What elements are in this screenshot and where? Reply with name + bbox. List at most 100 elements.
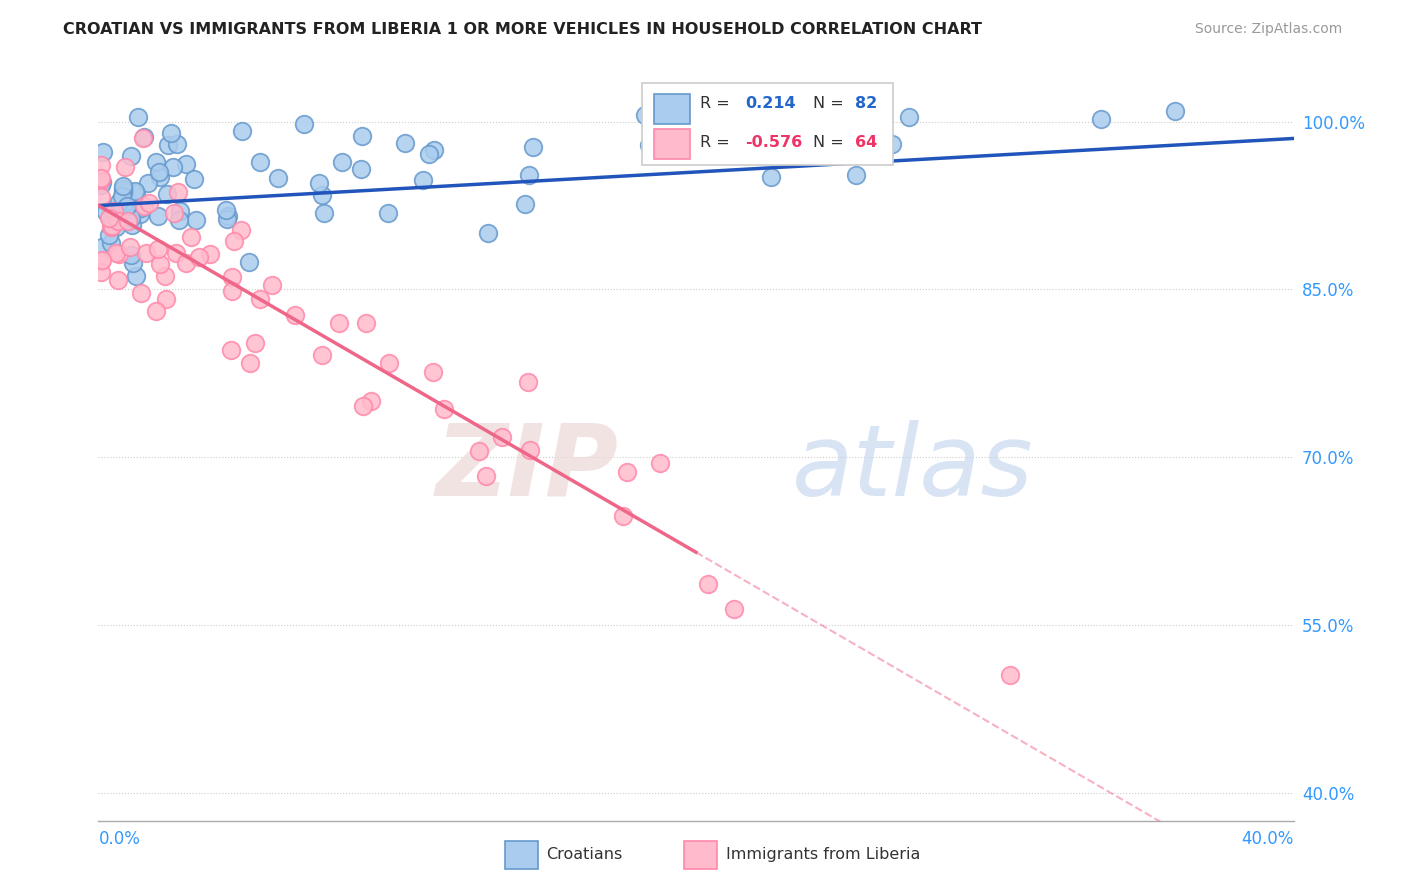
Point [138,196,160,211]
Point [90,254,112,268]
Point [1164,103,1187,118]
Point [107,273,129,287]
Point [350,129,373,144]
Point [229,223,252,237]
Point [91,175,114,189]
Point [217,209,239,223]
Point [162,160,184,174]
Point [156,138,179,153]
Point [284,308,307,322]
Point [522,139,544,153]
Point [111,182,134,196]
Point [792,137,814,152]
Text: 0.214: 0.214 [745,96,796,112]
Point [221,284,243,298]
Point [519,442,541,457]
Point [136,176,159,190]
Point [120,211,142,225]
FancyBboxPatch shape [654,94,690,124]
Point [517,375,540,389]
Point [100,219,122,234]
FancyBboxPatch shape [643,83,893,165]
Point [91,253,114,268]
Point [112,184,135,198]
Point [174,157,197,171]
Point [243,335,266,350]
Point [239,356,262,370]
Point [121,218,143,232]
Point [360,393,382,408]
Point [612,508,634,523]
Text: Source: ZipAtlas.com: Source: ZipAtlas.com [1195,22,1343,37]
Point [169,203,191,218]
Point [90,170,112,185]
FancyBboxPatch shape [505,841,538,870]
Point [117,213,139,227]
Point [696,577,718,591]
Point [200,247,222,261]
Text: R =: R = [700,96,730,112]
Point [104,210,127,224]
Point [412,172,434,186]
Point [249,292,271,306]
Point [167,213,190,227]
Point [188,250,211,264]
Point [155,292,177,306]
Point [146,209,169,223]
Point [103,203,125,218]
Text: N =: N = [813,96,844,112]
Text: CROATIAN VS IMMIGRANTS FROM LIBERIA 1 OR MORE VEHICLES IN HOUSEHOLD CORRELATION : CROATIAN VS IMMIGRANTS FROM LIBERIA 1 OR… [63,22,983,37]
Point [898,111,921,125]
Point [129,286,152,301]
Point [222,234,245,248]
Point [766,129,789,144]
Text: N =: N = [813,135,844,150]
Point [135,246,157,260]
Point [121,248,143,262]
Point [112,186,135,200]
Point [328,316,350,330]
Point [156,187,179,202]
Point [134,199,156,213]
Point [124,185,146,199]
Point [378,356,401,370]
Point [91,240,114,254]
Point [180,230,202,244]
Text: atlas: atlas [792,420,1033,517]
Point [98,227,121,242]
Point [108,247,131,261]
FancyBboxPatch shape [654,129,690,159]
Point [165,246,187,260]
Point [650,456,672,470]
Point [231,124,253,138]
Point [394,136,416,151]
Point [219,343,242,357]
FancyBboxPatch shape [685,841,717,870]
Point [129,201,152,215]
Point [127,110,149,124]
Point [122,256,145,270]
Point [101,202,124,217]
Point [418,146,440,161]
Point [174,256,197,270]
Point [100,236,122,251]
Point [183,171,205,186]
Point [215,202,238,217]
Point [104,219,127,234]
Point [167,185,190,199]
Point [162,206,184,220]
Point [90,265,112,279]
Point [267,170,290,185]
Point [845,168,868,182]
Point [422,143,444,157]
Point [311,348,333,362]
Point [311,188,333,202]
Point [352,400,374,414]
Point [90,158,112,172]
Point [723,602,745,616]
Point [616,465,638,479]
Point [249,155,271,169]
Text: 0.0%: 0.0% [98,830,141,847]
Point [422,365,444,379]
Point [98,211,121,226]
